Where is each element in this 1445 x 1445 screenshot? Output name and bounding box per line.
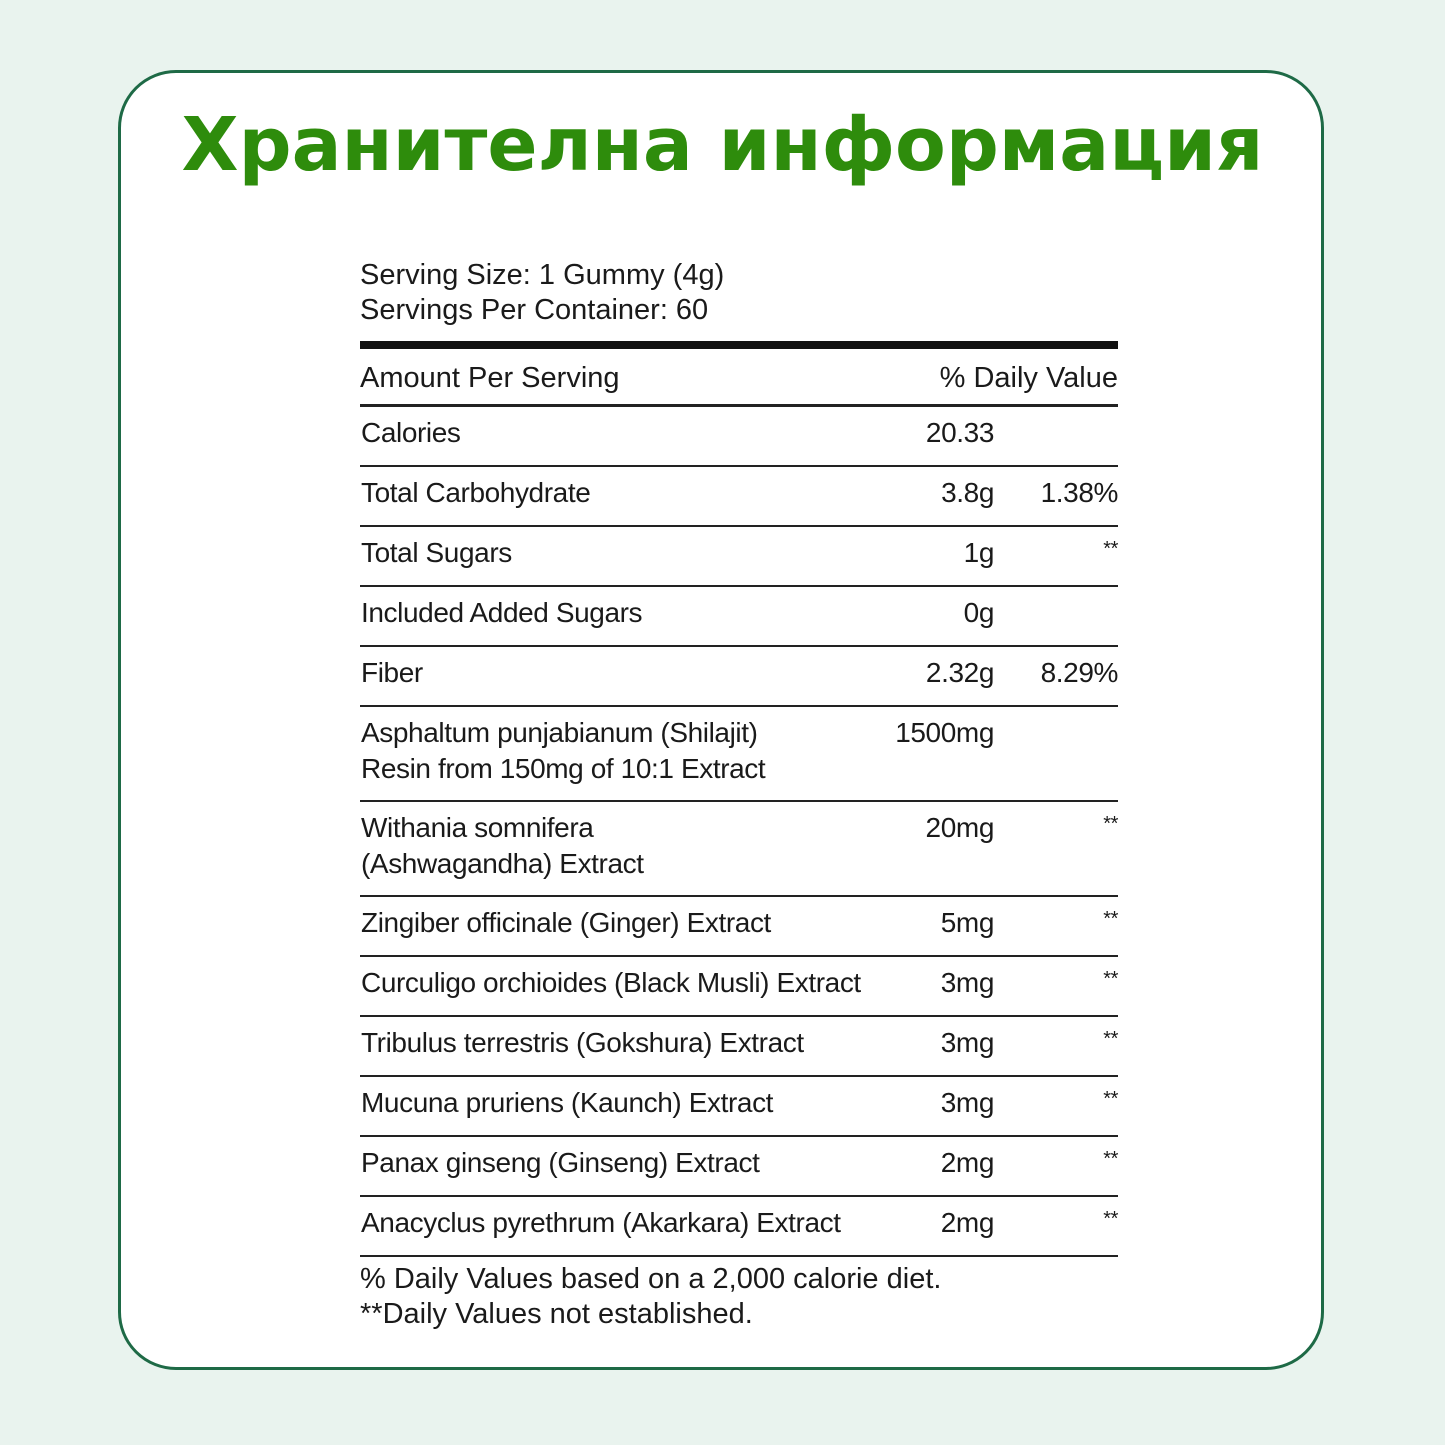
table-row: Total Sugars 1g ** xyxy=(360,527,1118,587)
nutrient-daily-value: ** xyxy=(1103,908,1118,930)
nutrient-name-line: Withania somnifera xyxy=(361,812,594,843)
nutrient-daily-value: ** xyxy=(1103,968,1118,990)
footnotes: % Daily Values based on a 2,000 calorie … xyxy=(360,1262,1118,1332)
dv-header: % Daily Value xyxy=(939,361,1118,394)
table-row: Zingiber officinale (Ginger) Extract 5mg *… xyxy=(360,897,1118,957)
table-row: Panax ginseng (Ginseng) Extract 2mg ** xyxy=(360,1137,1118,1197)
table-row: Withania somnifera (Ashwagandha) Extract 2… xyxy=(360,802,1118,897)
nutrient-amount: 2.32g xyxy=(925,657,994,688)
nutrient-name: Total Sugars xyxy=(361,535,512,571)
info-card xyxy=(118,70,1324,1370)
table-row: Fiber 2.32g 8.29% xyxy=(360,647,1118,707)
amount-header: Amount Per Serving xyxy=(360,361,620,394)
nutrient-daily-value: ** xyxy=(1103,1028,1118,1050)
nutrient-amount: 1500mg xyxy=(895,717,994,748)
page-title: Хранителна информация xyxy=(181,102,1264,188)
nutrient-name-line: Tribulus terrestris (Gokshura) Extract xyxy=(361,1027,804,1058)
nutrient-name-line: Anacyclus pyrethrum (Akarkara) Extract xyxy=(361,1207,841,1238)
nutrient-name-line: Included Added Sugars xyxy=(361,597,643,628)
nutrient-daily-value: ** xyxy=(1103,813,1118,835)
nutrient-name-line: Resin from 150mg of 10:1 Extract xyxy=(361,753,766,784)
nutrient-name-line: Asphaltum punjabianum (Shilajit) xyxy=(361,717,758,748)
table-header: Amount Per Serving % Daily Value xyxy=(360,352,1118,407)
table-row: Calories 20.33 xyxy=(360,407,1118,467)
nutrient-amount: 3mg xyxy=(940,1087,995,1118)
nutrient-daily-value: ** xyxy=(1103,538,1118,560)
servings-per-container: Servings Per Container: 60 xyxy=(360,294,709,326)
nutrient-name: Asphaltum punjabianum (Shilajit) Resin fr… xyxy=(361,715,766,787)
nutrient-name: Included Added Sugars xyxy=(361,595,643,631)
nutrient-name: Mucuna pruriens (Kaunch) Extract xyxy=(361,1085,773,1121)
nutrient-amount: 2mg xyxy=(940,1207,995,1238)
nutrient-name-line: Panax ginseng (Ginseng) Extract xyxy=(361,1147,760,1178)
nutrition-table: Calories 20.33 Total Carbohydrate 3.8g 1.38%… xyxy=(360,407,1118,1257)
table-row: Mucuna pruriens (Kaunch) Extract 3mg ** xyxy=(360,1077,1118,1137)
nutrient-amount: 3mg xyxy=(940,967,995,998)
nutrient-amount: 3.8g xyxy=(941,477,994,508)
table-row: Total Carbohydrate 3.8g 1.38% xyxy=(360,467,1118,527)
nutrient-amount: 20mg xyxy=(925,812,995,843)
table-row: Asphaltum punjabianum (Shilajit) Resin fr… xyxy=(360,707,1118,802)
nutrient-amount: 1g xyxy=(963,537,995,568)
nutrient-amount: 5mg xyxy=(940,907,995,938)
serving-size: Serving Size: 1 Gummy (4g) xyxy=(360,259,725,291)
nutrient-daily-value: 1.38% xyxy=(1040,477,1119,508)
nutrient-name: Panax ginseng (Ginseng) Extract xyxy=(361,1145,760,1181)
nutrient-name-line: Curculigo orchioides (Black Musli) Extra… xyxy=(361,967,861,998)
footnote-dv: % Daily Values based on a 2,000 calorie … xyxy=(360,1263,942,1295)
nutrient-name-line: Mucuna pruriens (Kaunch) Extract xyxy=(361,1087,774,1118)
nutrient-name-line: Calories xyxy=(361,417,461,448)
nutrient-amount: 2mg xyxy=(940,1147,995,1178)
nutrient-name: Total Carbohydrate xyxy=(361,475,591,511)
table-row: Curculigo orchioides (Black Musli) Extra… xyxy=(360,957,1118,1017)
nutrient-name: Withania somnifera (Ashwagandha) Extract xyxy=(361,810,644,882)
nutrient-name-line: Total Sugars xyxy=(361,537,512,568)
nutrient-amount: 3mg xyxy=(940,1027,995,1058)
nutrient-amount: 20.33 xyxy=(925,417,994,448)
nutrient-name-line: (Ashwagandha) Extract xyxy=(361,848,644,879)
nutrient-daily-value: ** xyxy=(1103,1148,1118,1170)
table-row: Included Added Sugars 0g xyxy=(360,587,1118,647)
nutrient-name-line: Fiber xyxy=(361,657,423,688)
nutrient-daily-value: 8.29% xyxy=(1040,657,1119,688)
footnote-stars: **Daily Values not established. xyxy=(360,1298,753,1330)
nutrient-name: Anacyclus pyrethrum (Akarkara) Extract xyxy=(361,1205,841,1241)
table-row: Anacyclus pyrethrum (Akarkara) Extract 2m… xyxy=(360,1197,1118,1257)
serving-info: Serving Size: 1 Gummy (4g) Servings Per … xyxy=(360,258,1118,328)
nutrient-amount: 0g xyxy=(963,597,995,628)
nutrient-name-line: Total Carbohydrate xyxy=(361,477,591,508)
nutrient-name-line: Zingiber officinale (Ginger) Extract xyxy=(361,907,771,938)
nutrient-name: Fiber xyxy=(361,655,423,691)
nutrient-daily-value: ** xyxy=(1103,1208,1118,1230)
thick-divider xyxy=(360,341,1118,349)
nutrient-name: Tribulus terrestris (Gokshura) Extract xyxy=(361,1025,804,1061)
nutrient-name: Calories xyxy=(361,415,461,451)
nutrient-daily-value: ** xyxy=(1103,1088,1118,1110)
nutrient-name: Curculigo orchioides (Black Musli) Extra… xyxy=(361,965,861,1001)
nutrient-name: Zingiber officinale (Ginger) Extract xyxy=(361,905,771,941)
table-row: Tribulus terrestris (Gokshura) Extract 3m… xyxy=(360,1017,1118,1077)
